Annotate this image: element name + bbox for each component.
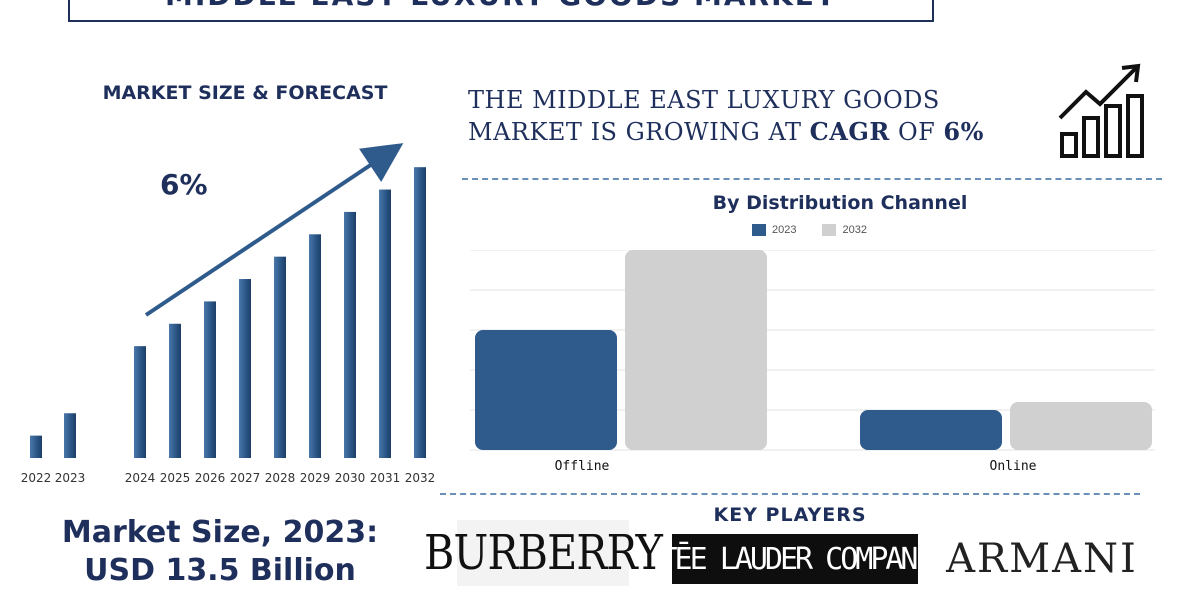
divider-bottom bbox=[440, 493, 1140, 495]
forecast-tick-2027: 2027 bbox=[230, 471, 261, 485]
legend-item-2032: 2032 bbox=[822, 224, 867, 236]
forecast-bar-2030 bbox=[344, 211, 356, 458]
title-banner: MIDDLE EAST LUXURY GOODS MARKET bbox=[68, 0, 934, 22]
channel-bar-offline-2032 bbox=[625, 250, 767, 450]
forecast-bar-2022 bbox=[30, 435, 42, 458]
legend-label-2032: 2032 bbox=[842, 224, 867, 236]
legend-swatch-2032 bbox=[822, 224, 837, 236]
market-size-label: Market Size, 2023: bbox=[61, 515, 379, 550]
forecast-tick-2024: 2024 bbox=[125, 471, 156, 485]
channel-legend: 2023 2032 bbox=[752, 224, 885, 236]
market-size-value: USD 13.5 Billion bbox=[84, 553, 356, 588]
forecast-tick-2025: 2025 bbox=[160, 471, 191, 485]
forecast-bar-2023 bbox=[64, 413, 76, 458]
armani-logo: ARMANI bbox=[946, 536, 1138, 582]
forecast-bar-2029 bbox=[309, 234, 321, 458]
channel-bar-offline-2023 bbox=[475, 330, 617, 450]
market-size-summary: Market Size, 2023: USD 13.5 Billion bbox=[20, 514, 420, 590]
legend-swatch-2023 bbox=[752, 224, 766, 236]
forecast-tick-2022: 2022 bbox=[21, 471, 52, 485]
cagr-annotation: 6% bbox=[160, 168, 208, 201]
headline-line2: MARKET IS GROWING AT CAGR OF 6% bbox=[468, 116, 1028, 148]
forecast-bar-2026 bbox=[204, 301, 216, 458]
page-title: MIDDLE EAST LUXURY GOODS MARKET bbox=[165, 0, 837, 10]
growth-chart-icon bbox=[1058, 63, 1144, 158]
headline-line1: THE MIDDLE EAST LUXURY GOODS bbox=[468, 86, 940, 114]
burberry-logo: BURBERRY bbox=[424, 520, 663, 586]
growth-arrow bbox=[144, 143, 404, 317]
forecast-bar-2032 bbox=[414, 167, 426, 458]
key-players-heading: KEY PLAYERS bbox=[713, 504, 867, 526]
channel-tick-online: Online bbox=[990, 459, 1037, 474]
legend-item-2023: 2023 bbox=[752, 224, 796, 236]
forecast-bar-2031 bbox=[379, 189, 391, 459]
forecast-bar-2027 bbox=[239, 279, 251, 458]
headline-prefix: MARKET IS GROWING AT bbox=[468, 118, 810, 146]
forecast-bar-2025 bbox=[169, 323, 181, 458]
cagr-headline: THE MIDDLE EAST LUXURY GOODS MARKET IS G… bbox=[468, 84, 1028, 148]
forecast-tick-2023: 2023 bbox=[55, 471, 86, 485]
divider-top bbox=[462, 178, 1162, 180]
channel-bar-online-2023 bbox=[860, 410, 1002, 450]
forecast-bar-2028 bbox=[274, 256, 286, 458]
legend-label-2023: 2023 bbox=[772, 224, 797, 236]
channel-chart: Offline Online bbox=[470, 250, 1155, 474]
forecast-tick-2028: 2028 bbox=[265, 471, 296, 485]
forecast-heading: MARKET SIZE & FORECAST bbox=[102, 82, 388, 104]
headline-cagr-value: 6% bbox=[943, 117, 984, 146]
channel-chart-title: By Distribution Channel bbox=[712, 192, 968, 214]
forecast-bar-2024 bbox=[134, 346, 146, 458]
forecast-tick-2031: 2031 bbox=[370, 471, 401, 485]
channel-bar-online-2032 bbox=[1010, 402, 1152, 450]
forecast-tick-2030: 2030 bbox=[335, 471, 366, 485]
forecast-tick-2029: 2029 bbox=[300, 471, 331, 485]
headline-cagr: CAGR bbox=[809, 117, 890, 146]
forecast-chart: 2022 2023 2024 2025 2026 2027 2028 2029 2030 2031… bbox=[21, 143, 436, 485]
headline-mid: OF bbox=[889, 118, 944, 146]
estee-lauder-logo: ESTĒE LAUDER COMPANIES bbox=[672, 534, 918, 584]
channel-tick-offline: Offline bbox=[555, 459, 610, 474]
forecast-tick-2026: 2026 bbox=[195, 471, 226, 485]
forecast-tick-2032: 2032 bbox=[405, 471, 436, 485]
